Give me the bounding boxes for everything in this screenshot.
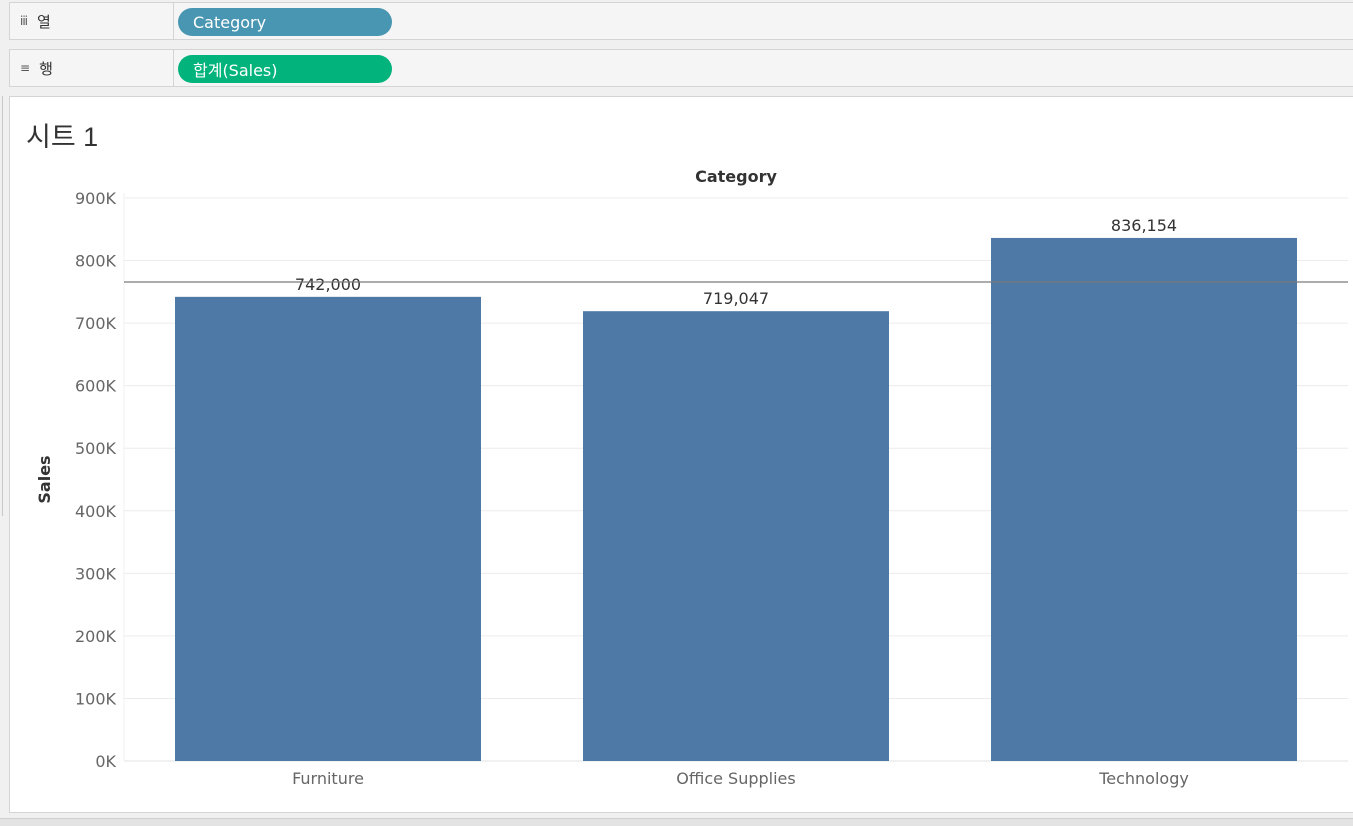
data-label: 719,047 <box>703 289 769 308</box>
bar-office-supplies <box>583 311 889 761</box>
y-tick-label: 500K <box>75 439 117 458</box>
chart-title: Category <box>695 167 777 186</box>
data-label: 836,154 <box>1111 216 1177 235</box>
columns-shelf-label: iii 열 <box>10 3 174 39</box>
y-tick-label: 100K <box>75 689 117 708</box>
x-tick-label: Technology <box>1098 769 1189 788</box>
rows-icon: ≡ <box>20 61 30 75</box>
sum-sales-pill[interactable]: 합계(Sales) <box>178 55 392 83</box>
y-tick-label: 200K <box>75 627 117 646</box>
side-panel-edge <box>0 96 3 516</box>
y-tick-label: 700K <box>75 314 117 333</box>
x-tick-label: Furniture <box>292 769 364 788</box>
bar-chart: 0K 100K 200K 300K 400K 500K 600K 700K 800K 900K Ca… <box>35 167 1348 788</box>
category-pill[interactable]: Category <box>178 8 392 36</box>
y-axis-label: Sales <box>35 455 54 503</box>
sheet-title: 시트 1 <box>26 122 99 152</box>
rows-shelf: ≡ 행 합계(Sales) <box>9 49 1353 87</box>
bar-technology <box>991 237 1297 762</box>
y-tick-label: 600K <box>75 377 117 396</box>
x-tick-label: Office Supplies <box>676 769 795 788</box>
y-tick-label: 0K <box>95 752 116 771</box>
y-tick-label: 800K <box>75 252 117 271</box>
status-bar <box>0 818 1353 826</box>
y-tick-label: 400K <box>75 502 117 521</box>
y-tick-label: 300K <box>75 564 117 583</box>
rows-shelf-label: ≡ 행 <box>10 50 174 86</box>
y-tick-label: 900K <box>75 189 117 208</box>
columns-shelf: iii 열 Category <box>9 2 1353 40</box>
data-label: 742,000 <box>295 275 361 294</box>
worksheet: 시트 1 0K 100K 200K 300K 400K 500K 600K 700K 800K 9… <box>9 96 1353 813</box>
columns-icon: iii <box>20 14 28 28</box>
bar-furniture <box>175 296 481 761</box>
